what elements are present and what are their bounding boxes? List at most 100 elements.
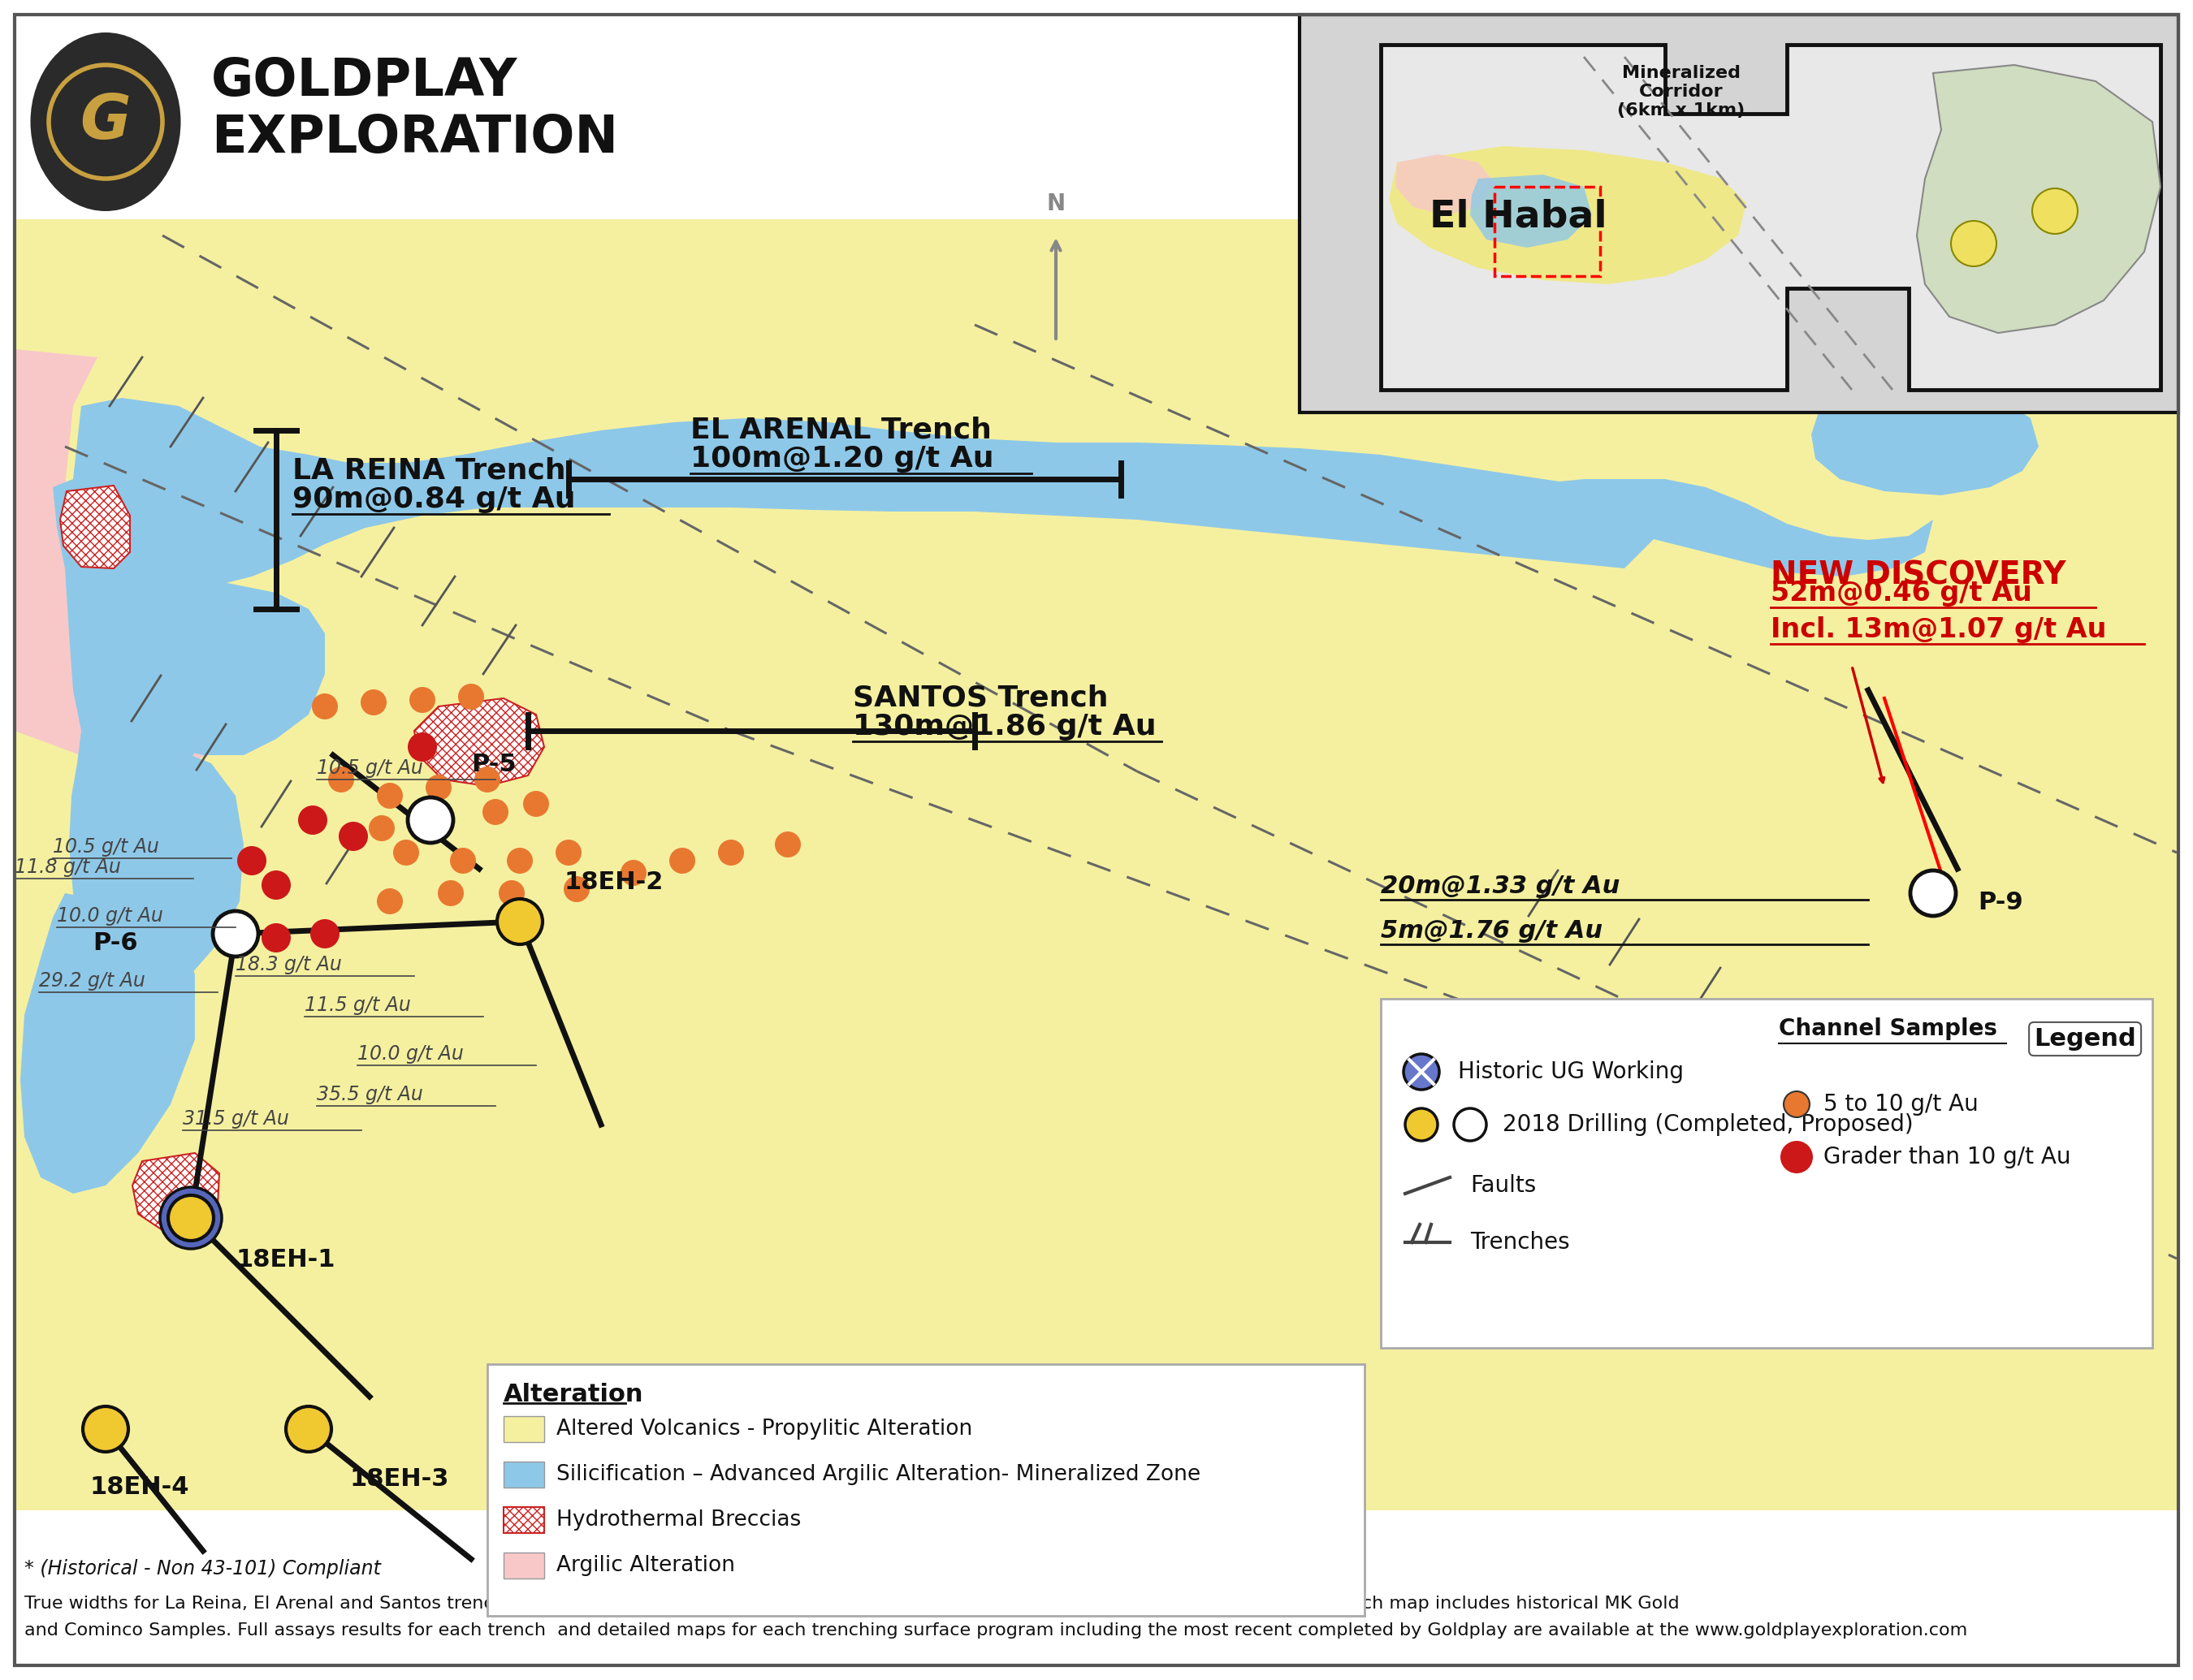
Circle shape	[439, 880, 463, 906]
Circle shape	[425, 774, 452, 801]
Polygon shape	[15, 349, 276, 780]
Text: Hydrothermal Breccias: Hydrothermal Breccias	[557, 1510, 800, 1530]
Text: 10.5 g/t Au: 10.5 g/t Au	[53, 837, 160, 857]
Text: 18EH-2: 18EH-2	[564, 870, 664, 894]
Text: P-9: P-9	[1978, 890, 2022, 914]
Polygon shape	[1469, 175, 1592, 247]
Circle shape	[1952, 220, 1996, 267]
Text: 10.0 g/t Au: 10.0 g/t Au	[57, 906, 162, 926]
Text: NEW DISCOVERY: NEW DISCOVERY	[1770, 559, 2066, 591]
Text: 29.2 g/t Au: 29.2 g/t Au	[39, 971, 145, 991]
Text: Grader than 10 g/t Au: Grader than 10 g/t Au	[1822, 1146, 2070, 1169]
Text: 0km: 0km	[522, 1490, 566, 1510]
Polygon shape	[125, 568, 325, 754]
Polygon shape	[53, 479, 228, 788]
Circle shape	[360, 689, 386, 716]
Circle shape	[450, 848, 476, 874]
Bar	[1382, 998, 2151, 1347]
Circle shape	[1910, 870, 1956, 916]
Ellipse shape	[31, 32, 180, 212]
Bar	[1493, 186, 1601, 276]
Circle shape	[474, 766, 500, 793]
Circle shape	[298, 805, 327, 835]
Text: 20m@1.33 g/t Au: 20m@1.33 g/t Au	[1382, 875, 1621, 899]
Circle shape	[564, 877, 590, 902]
Polygon shape	[59, 486, 129, 568]
Polygon shape	[1811, 381, 2039, 496]
Circle shape	[393, 840, 419, 865]
Text: Channel Samples: Channel Samples	[1779, 1018, 1998, 1040]
Polygon shape	[15, 218, 2178, 1510]
Text: 10.0 g/t Au: 10.0 g/t Au	[357, 1045, 463, 1063]
Circle shape	[498, 899, 542, 944]
Circle shape	[261, 870, 292, 900]
Bar	[504, 1416, 544, 1441]
Bar	[504, 1552, 544, 1579]
Text: 130m@1.86 g/t Au: 130m@1.86 g/t Au	[853, 712, 1156, 741]
Circle shape	[774, 832, 800, 857]
Text: Altered Volcanics - Propylitic Alteration: Altered Volcanics - Propylitic Alteratio…	[557, 1418, 971, 1440]
Text: 52m@0.46 g/t Au: 52m@0.46 g/t Au	[1770, 580, 2033, 606]
Circle shape	[285, 1406, 331, 1452]
Text: 18.3 g/t Au: 18.3 g/t Au	[235, 954, 342, 974]
Circle shape	[1404, 1053, 1439, 1090]
Text: Argilic Alteration: Argilic Alteration	[557, 1556, 735, 1576]
Circle shape	[482, 800, 509, 825]
Text: 11.5 g/t Au: 11.5 g/t Au	[305, 996, 410, 1015]
Circle shape	[169, 1194, 213, 1242]
Circle shape	[410, 687, 436, 712]
Circle shape	[377, 889, 404, 914]
Circle shape	[425, 806, 452, 833]
Text: GOLDPLAY: GOLDPLAY	[211, 55, 518, 106]
Bar	[504, 1507, 544, 1534]
Circle shape	[368, 815, 395, 842]
Bar	[544, 1472, 1015, 1485]
Text: EXPLORATION: EXPLORATION	[211, 113, 618, 163]
Circle shape	[498, 880, 524, 906]
Text: Incl. 13m@1.07 g/t Au: Incl. 13m@1.07 g/t Au	[1770, 617, 2107, 643]
Circle shape	[1454, 1109, 1487, 1141]
Text: P-6: P-6	[92, 931, 138, 954]
Circle shape	[524, 791, 548, 816]
Text: Historic UG Working: Historic UG Working	[1458, 1060, 1684, 1084]
Polygon shape	[68, 731, 243, 991]
Text: Trenches: Trenches	[1469, 1231, 1570, 1253]
Text: 18EH-3: 18EH-3	[349, 1467, 450, 1490]
Circle shape	[83, 1406, 129, 1452]
Text: True widths for La Reina, El Arenal and Santos trenches  are estimated to be 60%: True widths for La Reina, El Arenal and …	[24, 1596, 1680, 1611]
Polygon shape	[1382, 45, 2160, 390]
Circle shape	[1406, 1109, 1439, 1141]
Text: 5 to 10 g/t Au: 5 to 10 g/t Au	[1822, 1094, 1978, 1116]
Text: 11.8 g/t Au: 11.8 g/t Au	[15, 857, 121, 877]
Circle shape	[329, 766, 353, 793]
Circle shape	[213, 911, 259, 956]
Circle shape	[669, 848, 695, 874]
Text: 90m@0.84 g/t Au: 90m@0.84 g/t Au	[292, 486, 575, 512]
Circle shape	[338, 822, 368, 852]
Circle shape	[261, 924, 292, 953]
Circle shape	[621, 860, 647, 885]
Circle shape	[1781, 1141, 1814, 1173]
Circle shape	[717, 840, 743, 865]
Circle shape	[311, 694, 338, 719]
Text: LA REINA Trench: LA REINA Trench	[292, 457, 566, 486]
Text: 18EH-4: 18EH-4	[90, 1475, 189, 1499]
Polygon shape	[20, 894, 195, 1193]
Circle shape	[2033, 188, 2077, 234]
Circle shape	[237, 847, 265, 875]
Polygon shape	[1395, 155, 1493, 215]
Text: SANTOS Trench: SANTOS Trench	[853, 684, 1107, 712]
Circle shape	[160, 1188, 221, 1248]
Text: 250m: 250m	[987, 1490, 1044, 1510]
Circle shape	[1783, 1092, 1809, 1117]
Text: P-5: P-5	[471, 753, 515, 776]
Text: El Habal: El Habal	[1430, 198, 1607, 235]
Text: Faults: Faults	[1469, 1174, 1535, 1196]
Polygon shape	[1917, 66, 2160, 333]
Text: 10.5 g/t Au: 10.5 g/t Au	[316, 758, 423, 778]
Bar	[487, 1364, 1364, 1616]
Circle shape	[555, 840, 581, 865]
Text: Silicification – Advanced Argilic Alteration- Mineralized Zone: Silicification – Advanced Argilic Altera…	[557, 1463, 1200, 1485]
Circle shape	[458, 684, 485, 709]
Text: Legend: Legend	[2035, 1026, 2136, 1050]
